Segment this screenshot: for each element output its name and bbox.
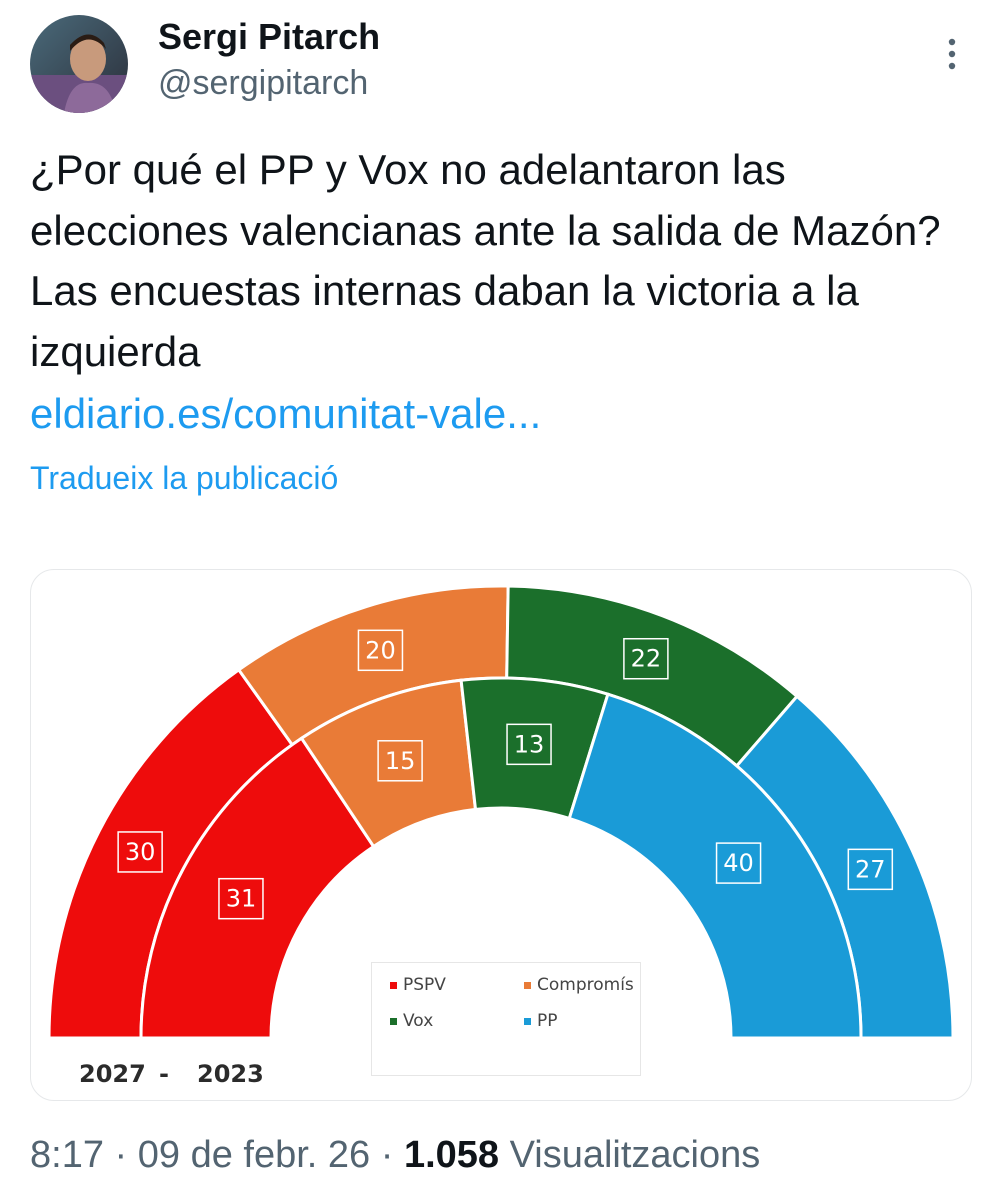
author-handle[interactable]: @sergipitarch [158, 64, 369, 102]
view-count: 1.058 [403, 1134, 500, 1176]
media-card[interactable]: 30 20 22 27 31 15 13 40 2027 - 2023 PSPV Compro… [30, 569, 972, 1101]
value-label-box-2027-pp [847, 848, 894, 891]
seat-segment-2023-pspv [139, 736, 376, 1040]
value-label-2027-vox: 22 [631, 645, 662, 673]
value-label-2023-vox: 13 [514, 730, 545, 758]
value-label-2023-pspv: 31 [226, 885, 257, 913]
value-label-box-2023-compromis [377, 740, 423, 782]
tweet-meta: 8:17 · 09 de febr. 26 · 1.058 Visualitza… [30, 1134, 760, 1177]
ring-label-inner: 2023 [197, 1060, 264, 1088]
avatar[interactable] [30, 15, 128, 113]
legend-item-compromis: Compromís [524, 975, 634, 995]
translate-button[interactable]: Tradueix la publicació [30, 460, 339, 496]
value-label-box-2023-pspv [218, 877, 264, 920]
ring-label-separator: - [159, 1060, 169, 1088]
hemicycle-chart: 30 20 22 27 31 15 13 40 2027 - 2023 [47, 584, 955, 1088]
legend-item-pspv: PSPV [390, 975, 446, 995]
tweet-time[interactable]: 8:17 [30, 1134, 104, 1176]
value-label-box-2027-vox [623, 637, 669, 680]
seat-segment-2023-pp [567, 692, 863, 1040]
more-options-icon[interactable] [930, 34, 974, 74]
tweet-text: ¿Por qué el PP y Vox no adelantaron las … [30, 146, 941, 375]
view-label: Visualitzacions [509, 1134, 761, 1176]
value-label-2023-compromis: 15 [385, 747, 416, 775]
author-name[interactable]: Sergi Pitarch [158, 16, 381, 57]
tweet-header: Sergi Pitarch @sergipitarch [0, 0, 1000, 130]
value-label-box-2027-pspv [117, 831, 163, 873]
ring-label-outer: 2027 [79, 1060, 146, 1088]
value-label-box-2023-vox [506, 723, 552, 766]
tweet-date[interactable]: 09 de febr. 26 [137, 1134, 371, 1176]
value-label-2027-pp: 27 [855, 855, 886, 883]
meta-separator: · [380, 1134, 394, 1176]
meta-separator: · [114, 1134, 128, 1176]
value-label-box-2027-compromis [357, 629, 404, 672]
legend-item-vox: Vox [390, 1011, 433, 1031]
tweet-link[interactable]: eldiario.es/comunitat-vale... [30, 390, 542, 437]
value-label-2027-compromis: 20 [365, 636, 396, 664]
value-label-2023-pp: 40 [723, 849, 754, 877]
value-label-box-2023-pp [715, 842, 762, 884]
value-label-2027-pspv: 30 [125, 838, 156, 866]
legend-item-pp: PP [524, 1011, 558, 1031]
chart-legend: PSPV Compromís Vox PP [371, 962, 641, 1076]
